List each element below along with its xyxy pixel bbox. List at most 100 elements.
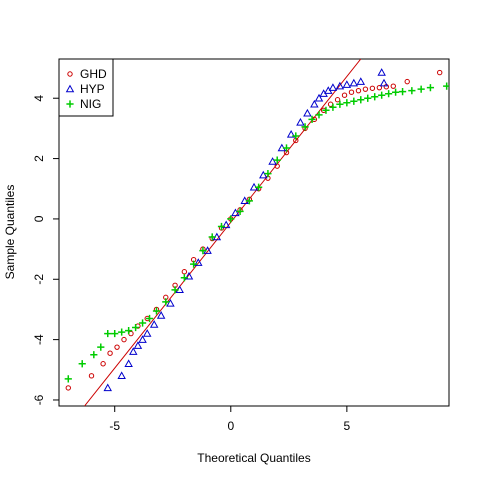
legend-marker-ghd <box>67 71 73 77</box>
point-nig <box>64 375 72 383</box>
point-nig <box>357 96 365 104</box>
legend-box <box>58 58 114 117</box>
point-nig <box>264 170 272 178</box>
point-hyp <box>129 347 138 355</box>
y-tick-label: 4 <box>32 95 46 102</box>
point-ghd <box>376 84 383 91</box>
point-nig <box>350 97 358 105</box>
point-ghd <box>65 385 71 391</box>
point-ghd <box>334 97 341 103</box>
point-ghd <box>114 344 120 350</box>
point-hyp <box>286 130 296 138</box>
point-nig <box>145 314 154 323</box>
point-ghd <box>341 92 348 98</box>
point-hyp <box>166 298 175 307</box>
point-hyp <box>117 371 126 380</box>
y-tick-label: 0 <box>32 215 46 222</box>
point-hyp <box>335 81 345 90</box>
point-hyp <box>296 117 305 126</box>
x-tick-label: -5 <box>109 419 120 433</box>
point-nig <box>180 274 188 282</box>
point-ghd <box>383 84 390 90</box>
point-nig <box>336 100 344 108</box>
points-layer <box>64 68 449 392</box>
x-tick-label: 0 <box>227 419 234 433</box>
point-nig <box>199 247 207 255</box>
point-nig <box>398 87 407 96</box>
point-hyp <box>342 80 352 88</box>
point-hyp <box>184 271 194 280</box>
point-nig <box>408 87 416 95</box>
legend-marker-hyp <box>65 84 75 93</box>
point-hyp <box>349 78 359 87</box>
reference-line-layer <box>84 59 362 406</box>
point-nig <box>255 183 263 191</box>
point-ghd <box>121 336 127 343</box>
point-hyp <box>133 341 143 349</box>
point-nig <box>227 215 235 223</box>
point-ghd <box>437 69 443 76</box>
point-hyp <box>303 108 312 117</box>
point-nig <box>104 329 112 338</box>
point-nig <box>385 90 393 98</box>
point-hyp <box>221 220 231 229</box>
point-ghd <box>107 350 113 356</box>
legend-label-hyp: HYP <box>80 82 105 96</box>
point-ghd <box>181 269 188 275</box>
point-hyp <box>231 208 240 217</box>
point-nig <box>111 329 119 338</box>
point-ghd <box>100 361 106 367</box>
point-nig <box>208 233 216 241</box>
series-hyp <box>103 68 389 392</box>
point-hyp <box>149 320 159 328</box>
point-hyp <box>194 258 203 266</box>
point-nig <box>162 298 170 306</box>
point-ghd <box>128 330 134 337</box>
point-ghd <box>390 83 396 89</box>
point-nig <box>364 94 372 102</box>
point-nig <box>236 207 244 215</box>
legend-label-nig: NIG <box>80 97 101 111</box>
point-hyp <box>124 359 133 367</box>
point-hyp <box>259 170 268 179</box>
point-hyp <box>379 78 389 87</box>
point-nig <box>426 84 435 92</box>
point-nig <box>392 88 400 96</box>
point-nig <box>125 326 133 335</box>
point-ghd <box>369 85 376 91</box>
y-axis-title: Sample Quantiles <box>3 185 17 280</box>
point-ghd <box>327 101 334 107</box>
point-nig <box>301 123 309 131</box>
y-tick-label: -4 <box>32 334 46 345</box>
x-axis: -5 0 5 <box>109 405 351 433</box>
series-ghd <box>65 69 443 391</box>
point-nig <box>315 111 323 119</box>
x-tick-label: 5 <box>344 419 351 433</box>
point-nig <box>138 319 147 327</box>
point-nig <box>282 144 291 152</box>
point-ghd <box>348 89 355 95</box>
y-axis: -6 -4 -2 0 2 4 <box>32 95 60 405</box>
plot-frame <box>58 58 450 407</box>
point-hyp <box>377 68 386 76</box>
point-nig <box>78 360 86 368</box>
point-hyp <box>328 83 338 91</box>
point-nig <box>371 93 379 101</box>
point-nig <box>322 106 330 114</box>
qq-reference-line <box>84 59 362 406</box>
point-nig <box>245 197 253 205</box>
point-ghd <box>362 86 369 92</box>
point-nig <box>308 115 316 123</box>
point-nig <box>292 132 300 140</box>
point-nig <box>97 343 105 351</box>
point-nig <box>132 323 140 332</box>
point-nig <box>90 351 98 359</box>
point-nig <box>171 286 179 294</box>
point-hyp <box>310 99 319 108</box>
series-nig <box>64 82 449 383</box>
point-hyp <box>103 383 112 392</box>
point-ghd <box>355 87 362 94</box>
point-hyp <box>138 335 147 343</box>
